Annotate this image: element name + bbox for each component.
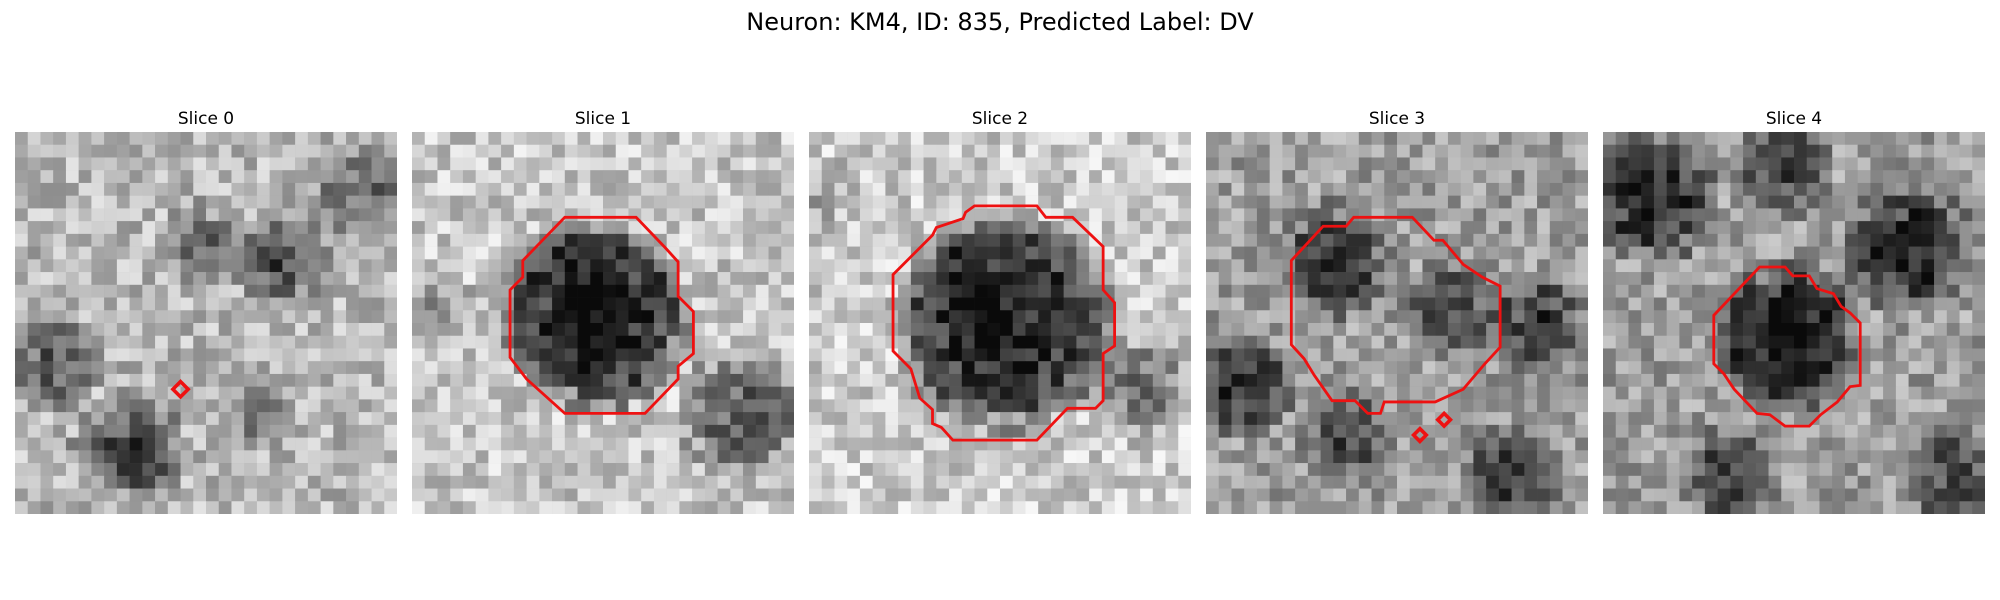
slice-title-0: Slice 0: [177, 109, 235, 129]
slice-image-3: [1206, 132, 1588, 514]
contour-marker-3b: [1435, 410, 1454, 429]
contour-marker-3a: [1411, 426, 1429, 444]
slice-panel-0: Slice 0: [15, 106, 397, 514]
slice-panel-2: Slice 2: [809, 106, 1191, 514]
slice-title-3: Slice 3: [1368, 109, 1426, 129]
slice-panel-4: Slice 4: [1603, 106, 1985, 514]
slice-image-2: [809, 132, 1191, 514]
slice-title-1: Slice 1: [574, 109, 632, 129]
slice-panel-1: Slice 1: [412, 106, 794, 514]
figure-title: Neuron: KM4, ID: 835, Predicted Label: D…: [746, 8, 1254, 36]
cell-contour-3: [1289, 215, 1502, 415]
slice-title-2: Slice 2: [971, 109, 1029, 129]
slice-image-4: [1603, 132, 1985, 514]
contour-marker-0: [170, 379, 191, 400]
cell-contour-4: [1712, 265, 1862, 428]
slice-title-4: Slice 4: [1765, 109, 1823, 129]
slice-image-1: [412, 132, 794, 514]
cell-contour-2: [891, 204, 1117, 442]
slice-panel-3: Slice 3: [1206, 106, 1588, 514]
slice-image-0: [15, 132, 397, 514]
cell-contour-1: [508, 215, 695, 415]
